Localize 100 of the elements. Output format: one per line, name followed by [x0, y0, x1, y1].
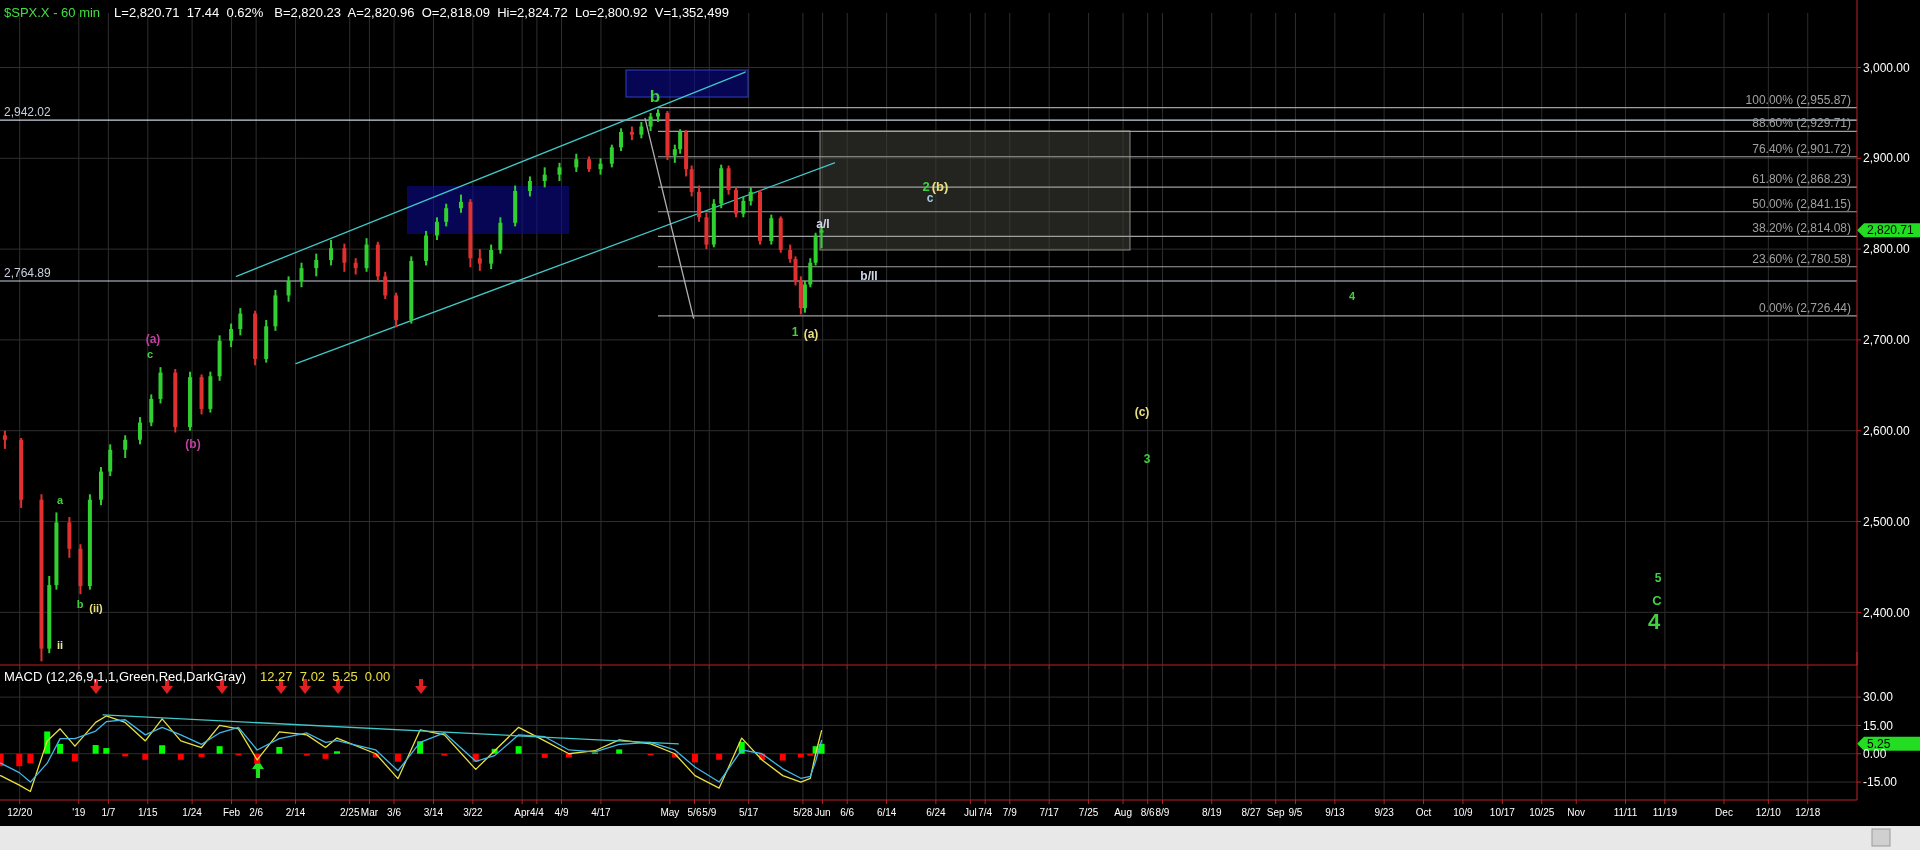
bar: [16, 753, 23, 767]
ref-line-label: 100.00% (2,955.87): [1745, 92, 1851, 107]
annotation: a/I: [816, 217, 830, 232]
candlestick: [808, 257, 813, 289]
bar: [515, 746, 522, 754]
y-tick-label: -15.00: [1863, 775, 1898, 790]
x-tick-label: Jun: [814, 807, 831, 818]
x-tick-label: 12/18: [1795, 807, 1821, 818]
x-tick-label: 9/13: [1325, 807, 1346, 818]
candlestick: [364, 237, 369, 273]
x-tick-label: May: [660, 807, 680, 818]
x-tick-label: 2/25: [339, 807, 360, 818]
x-tick-label: 7/17: [1039, 807, 1060, 818]
x-tick-label: Feb: [222, 807, 241, 818]
x-tick-label: 1/7: [101, 807, 116, 818]
x-tick-label: 10/17: [1489, 807, 1516, 818]
candlestick: [2, 429, 7, 450]
annotation: C: [1652, 592, 1663, 608]
text: 2,820.71: [1867, 223, 1915, 238]
bar: [216, 746, 223, 754]
candlestick: [342, 242, 347, 273]
x-tick-label: Sep: [1266, 807, 1286, 818]
ref-line-label: 76.40% (2,901.72): [1752, 141, 1851, 156]
y-tick-label: 2,600.00: [1863, 423, 1911, 438]
chart-subtitle: L=2,820.71 17.44 0.62% B=2,820.23 A=2,820.96 O=2,818.09 Hi=2,824.72 Lo=2,800.92 V=1,352,499: [114, 5, 729, 20]
x-tick-label: 12/10: [1755, 807, 1782, 818]
candlestick: [609, 143, 614, 169]
x-tick-label: Jul: [963, 807, 977, 818]
bar: [394, 753, 401, 762]
annotation: (b): [931, 178, 949, 194]
chart-subtitle: 12.27 7.02 5.25 0.00: [260, 669, 391, 684]
candlestick: [108, 443, 113, 478]
candlestick: [689, 164, 694, 198]
candlestick: [149, 393, 154, 428]
candlestick: [238, 307, 243, 337]
candlestick: [444, 202, 449, 228]
y-tick-label: 2,700.00: [1863, 333, 1911, 348]
x-tick-label: 7/9: [1002, 807, 1018, 818]
x-tick-label: 10/9: [1453, 807, 1474, 818]
x-tick-label: 5/28: [793, 807, 814, 818]
x-tick-label: 5/17: [738, 807, 759, 818]
x-tick-label: 7/25: [1078, 807, 1099, 818]
x-tick-label: '19: [72, 807, 86, 818]
y-tick-label: 2,900.00: [1863, 151, 1911, 166]
bar: [616, 749, 623, 754]
annotation: (b): [185, 437, 201, 452]
bar: [334, 751, 340, 754]
bar: [565, 753, 572, 758]
candlestick: [574, 152, 579, 173]
candlestick: [434, 216, 439, 242]
candlestick: [748, 186, 753, 207]
x-tick-label: 1/24: [182, 807, 203, 818]
candlestick: [769, 213, 774, 246]
annotation: b: [76, 597, 84, 610]
bar: [691, 753, 698, 763]
x-tick-label: 1/15: [138, 807, 158, 818]
y-tick-label: 2,500.00: [1863, 514, 1911, 529]
candlestick: [648, 111, 653, 133]
ref-line-label: 0.00% (2,726.44): [1758, 300, 1851, 315]
ref-line-label: 38.20% (2,814.08): [1752, 221, 1851, 236]
candlestick: [726, 164, 731, 196]
candlestick: [619, 127, 624, 153]
annotation: ii: [56, 638, 64, 651]
x-tick-label: 12/20: [7, 807, 33, 818]
x-tick-label: 2/14: [285, 807, 306, 818]
ref-line-label: 2,942.02: [4, 105, 52, 120]
annotation: (ii): [89, 601, 104, 614]
annotation: a: [56, 493, 64, 506]
x-tick-label: 6/6: [840, 807, 855, 818]
bar: [716, 753, 723, 760]
x-tick-label: 3/22: [463, 807, 484, 818]
bar: [27, 753, 34, 764]
annotation: b: [649, 86, 661, 106]
annotation: 1: [791, 325, 799, 340]
candlestick: [383, 270, 388, 301]
annotation: (a): [803, 327, 819, 342]
x-tick-label: 7/4: [978, 807, 993, 818]
ref-line-label: 50.00% (2,841.15): [1752, 196, 1851, 211]
bar: [57, 743, 64, 754]
candlestick: [741, 195, 746, 219]
candlestick: [329, 239, 334, 267]
annotation: 3: [1143, 452, 1151, 467]
y-tick-label: 2,400.00: [1863, 605, 1911, 620]
x-tick-label: 8/6: [1140, 807, 1156, 818]
y-tick-label: 30.00: [1863, 690, 1894, 705]
x-tick-label: 8/9: [1155, 807, 1170, 818]
candlestick: [672, 143, 677, 164]
bar: [276, 746, 283, 754]
bar: [71, 753, 78, 762]
annotation: c: [926, 191, 934, 206]
x-tick-label: 5/6: [687, 807, 702, 818]
x-tick-label: 4/17: [591, 807, 612, 818]
x-tick-label: Nov: [1567, 807, 1586, 818]
bar: [159, 745, 166, 754]
chart-title: MACD (12,26,9,1,1,Green,Red,DarkGray): [4, 669, 247, 684]
candlestick: [286, 275, 291, 303]
ref-line-label: 61.80% (2,868.23): [1752, 172, 1851, 187]
annotation: b/II: [860, 269, 878, 284]
x-tick-label: 9/5: [1288, 807, 1303, 818]
bar: [142, 753, 149, 760]
